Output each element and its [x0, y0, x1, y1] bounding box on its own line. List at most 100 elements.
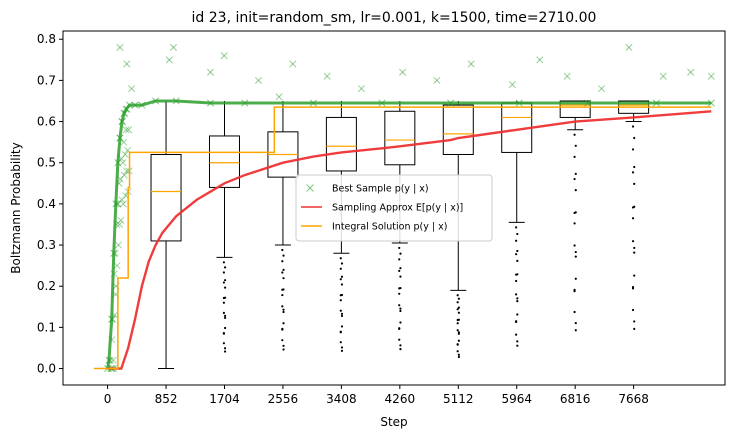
box-outlier: [282, 268, 285, 271]
best-sample-marker: [108, 336, 116, 344]
box-outlier: [574, 329, 577, 332]
best-sample-marker: [433, 76, 441, 84]
box-outlier: [573, 244, 576, 247]
best-sample-marker: [117, 216, 125, 224]
best-sample-marker: [120, 109, 128, 117]
box-outlier: [339, 278, 342, 281]
best-sample-marker: [121, 109, 129, 117]
best-sample-marker: [114, 200, 122, 208]
box-outlier: [573, 177, 576, 181]
best-sample-marker: [120, 171, 128, 179]
box-outlier: [457, 355, 460, 359]
best-sample-marker: [687, 68, 695, 76]
best-sample-marker: [152, 97, 160, 105]
box-outlier: [456, 350, 459, 353]
best-sample-marker: [106, 356, 114, 364]
box-outlier: [340, 283, 344, 286]
box-outlier: [340, 325, 344, 328]
box-outlier: [457, 297, 460, 300]
best-sample-marker: [109, 356, 117, 364]
box-outlier: [456, 308, 459, 311]
best-sample-marker: [111, 311, 119, 319]
box-outlier: [223, 350, 227, 353]
best-sample-marker: [118, 118, 126, 126]
best-sample-marker: [165, 56, 173, 64]
y-tick-label-3: 0.3: [37, 238, 56, 252]
x-tick-label-0: 0: [104, 392, 112, 406]
box-outlier: [399, 275, 402, 278]
sampling-approx-line: [107, 110, 712, 370]
best-sample-marker: [206, 68, 215, 76]
box-outlier: [515, 320, 518, 323]
box-outlier: [456, 301, 459, 304]
x-tick-label-2: 1704: [209, 392, 240, 406]
box-outlier: [339, 330, 342, 333]
box-outlier: [574, 250, 577, 254]
box-outlier: [574, 277, 577, 280]
legend: Best Sample p(y | x) Sampling Approx E[p(…: [295, 174, 493, 242]
legend-label-2: Integral Solution p(y | x): [332, 222, 447, 233]
best-sample-marker: [125, 126, 133, 134]
box-outlier: [398, 304, 401, 307]
box-outlier: [223, 347, 227, 350]
best-sample-marker: [122, 126, 130, 134]
box-outlier: [222, 261, 225, 264]
best-sample-marker: [652, 99, 660, 107]
box-outlier: [340, 349, 344, 352]
best-sample-marker: [110, 270, 118, 278]
box-outlier: [340, 275, 344, 278]
best-sample-marker: [220, 52, 228, 60]
box-outlier: [516, 259, 519, 262]
box-outlier: [222, 301, 225, 304]
box-outlier: [398, 338, 401, 341]
best-sample-marker: [563, 72, 571, 80]
box-outlier: [574, 189, 577, 192]
box-outlier: [631, 285, 635, 289]
box-outlier: [633, 136, 636, 140]
best-sample-marker: [399, 68, 407, 76]
best-sample-marker: [118, 196, 126, 204]
best-sample-marker: [116, 134, 124, 142]
y-axis: 0.0 0.1 0.2 0.3 0.4 0.5 0.6 0.7 0.8: [37, 32, 63, 376]
best-sample-marker: [115, 220, 124, 229]
box-outlier: [574, 144, 577, 147]
box-outlier: [222, 281, 225, 284]
box-outlier: [398, 258, 401, 261]
box-outlier: [399, 321, 402, 324]
box-outlier: [515, 239, 518, 242]
best-sample-marker: [125, 101, 134, 109]
box-outlier: [340, 346, 344, 349]
best-sample-marker: [536, 56, 544, 64]
x-tick-label-7: 5964: [501, 392, 532, 406]
x-tick-label-1: 852: [155, 392, 178, 406]
box-outlier: [631, 308, 635, 312]
box-outlier: [281, 260, 284, 263]
best-sample-marker: [119, 200, 127, 208]
best-sample-marker: [119, 159, 127, 167]
box-outlier: [574, 321, 577, 325]
y-axis-label: Boltzmann Probability: [9, 142, 23, 273]
box-outlier: [516, 273, 519, 276]
box-outlier: [281, 339, 284, 342]
box-outlier: [223, 314, 227, 317]
best-sample-marker: [508, 80, 516, 89]
box-outlier: [222, 331, 225, 335]
best-sample-marker: [659, 72, 667, 80]
best-sample-marker: [109, 315, 117, 323]
box-outlier: [573, 155, 576, 158]
box-outlier: [457, 318, 460, 321]
best-sample-marker: [275, 93, 283, 101]
box-outlier: [339, 299, 342, 302]
integral-solution-line: [93, 106, 712, 370]
box-outlier: [516, 340, 519, 343]
box-outlier: [223, 286, 227, 289]
best-sample-marker: [121, 150, 129, 159]
box-outlier: [399, 344, 402, 347]
box-outlier: [398, 269, 401, 272]
box-outlier: [339, 341, 342, 344]
box-outlier: [282, 322, 285, 325]
x-tick-label-3: 2556: [268, 392, 299, 406]
box-outlier: [456, 294, 459, 297]
box-outlier: [223, 326, 227, 330]
